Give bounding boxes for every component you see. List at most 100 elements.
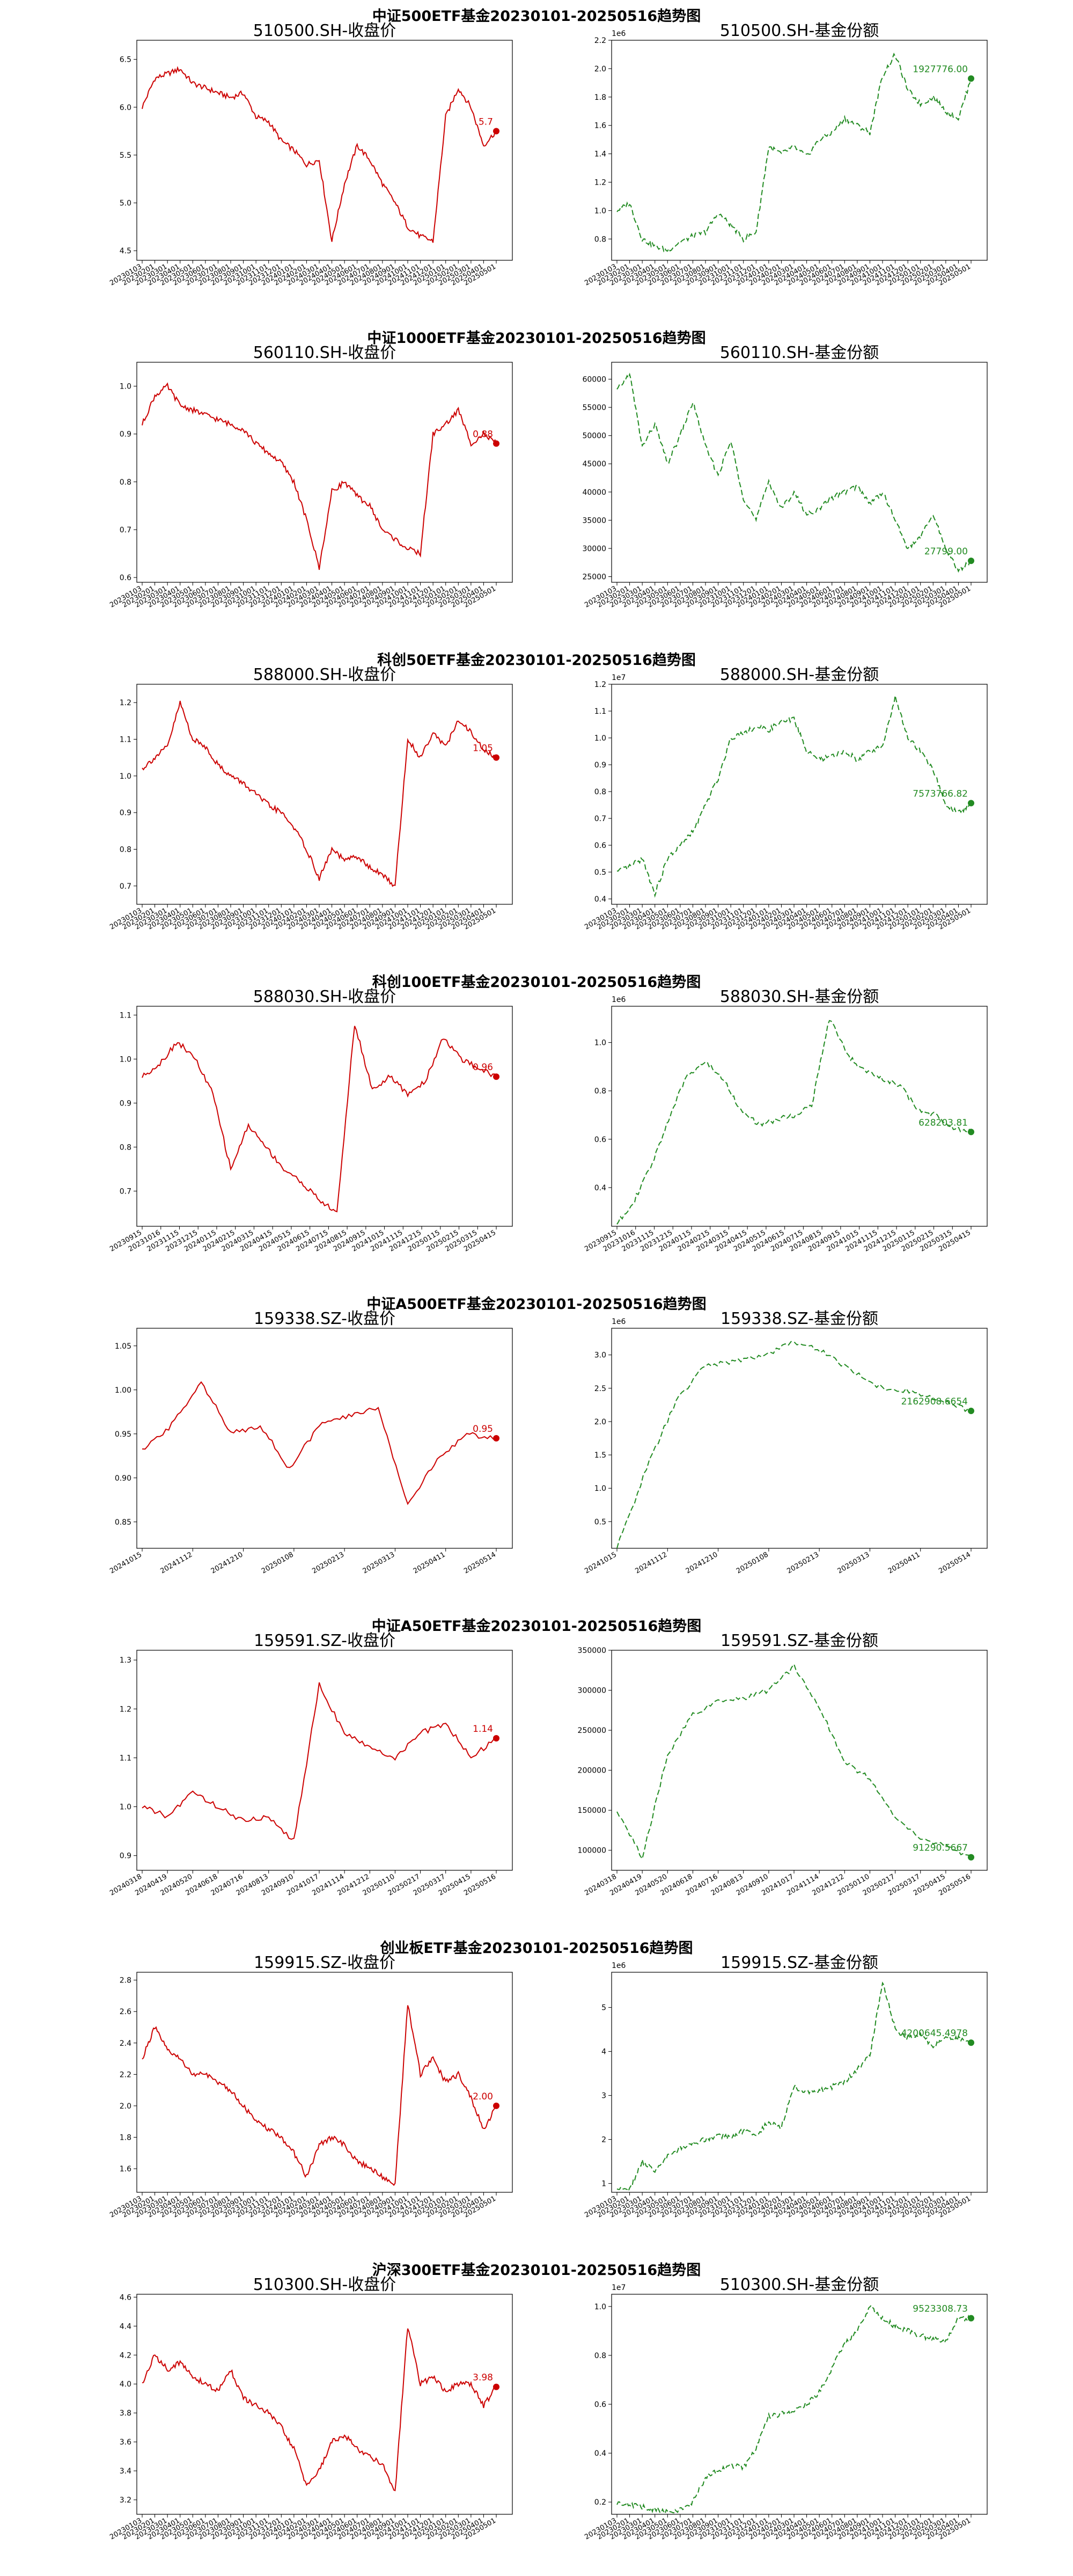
chart-title: 中证500ETF基金20230101-20250516趋势图 [372, 8, 701, 25]
right-end-label: 7573766.82 [913, 789, 968, 800]
y-tick-label: 1.0 [120, 1055, 131, 1064]
chart-block: 中证1000ETF基金20230101-20250516趋势图 560110.SH… [0, 322, 1073, 644]
y-tick-label: 1.8 [120, 2134, 131, 2142]
y-tick-label: 1.2 [120, 1705, 131, 1714]
x-tick-label: 20241015 [583, 1550, 618, 1575]
y-tick-label: 250000 [578, 1726, 606, 1735]
left-end-label: 5.7 [479, 116, 493, 127]
y-tick-label: 100000 [578, 1847, 606, 1855]
left-plot-frame [136, 362, 513, 583]
right-end-label: 4200645.4978 [901, 2028, 968, 2039]
left-end-point [493, 754, 499, 761]
y-tick-label: 0.7 [120, 1187, 131, 1196]
y-tick-label: 6.5 [120, 56, 131, 64]
y-tick-label: 45000 [582, 460, 606, 469]
y-tick-label: 1.05 [115, 1342, 131, 1351]
right-panel-title: 159915.SZ-基金份额 [721, 1953, 878, 1972]
y-tick-label: 0.4 [594, 1184, 606, 1192]
left-plot-frame [136, 1328, 513, 1549]
left-panel-title: 588030.SH-收盘价 [253, 987, 396, 1006]
right-end-point [968, 1129, 974, 1136]
left-series-line [142, 382, 497, 570]
right-axis-exponent: 1e7 [612, 674, 626, 682]
x-tick-label: 20250411 [887, 1550, 922, 1575]
left-series-line [142, 1682, 497, 1840]
y-tick-label: 350000 [578, 1646, 606, 1655]
y-tick-label: 1.2 [594, 680, 606, 689]
y-tick-label: 0.7 [594, 815, 606, 823]
y-tick-label: 0.8 [120, 478, 131, 487]
y-tick-label: 1.1 [120, 736, 131, 744]
y-tick-label: 4.5 [120, 247, 131, 255]
right-end-label: 2162908.6654 [901, 1396, 968, 1407]
y-tick-label: 0.8 [120, 1143, 131, 1152]
y-tick-label: 150000 [578, 1806, 606, 1815]
left-end-point [493, 2383, 499, 2390]
y-tick-label: 1 [601, 2180, 606, 2189]
left-plot-frame [136, 1650, 513, 1871]
right-end-point [968, 2039, 974, 2046]
right-axis-exponent: 1e7 [612, 2284, 626, 2292]
left-panel-title: 159915.SZ-收盘价 [254, 1953, 395, 1972]
left-end-label: 2.00 [473, 2091, 493, 2102]
y-tick-label: 2 [601, 2136, 606, 2145]
y-tick-label: 3.6 [120, 2438, 131, 2447]
y-tick-label: 1.0 [594, 2303, 606, 2311]
y-tick-label: 4.0 [120, 2380, 131, 2389]
right-end-label: 9523308.73 [913, 2304, 968, 2315]
chart-svg: 159591.SZ-收盘价0.91.01.11.21.3202403182024… [108, 1631, 988, 1898]
x-tick-label: 20241210 [685, 1550, 719, 1575]
left-panel-title: 510300.SH-收盘价 [253, 2275, 396, 2294]
chart-title: 沪深300ETF基金20230101-20250516趋势图 [372, 2262, 701, 2279]
y-tick-label: 0.6 [120, 574, 131, 582]
right-plot-frame [611, 1650, 988, 1871]
right-end-label: 91290.5667 [913, 1843, 968, 1854]
right-plot-frame [611, 40, 988, 261]
y-tick-label: 1.0 [594, 1039, 606, 1048]
y-tick-label: 1.0 [594, 734, 606, 743]
y-tick-label: 6.0 [120, 104, 131, 112]
left-panel-title: 588000.SH-收盘价 [253, 665, 396, 684]
chart-title: 创业板ETF基金20230101-20250516趋势图 [380, 1940, 693, 1957]
right-plot-frame [611, 362, 988, 583]
chart-title: 中证A500ETF基金20230101-20250516趋势图 [366, 1296, 707, 1313]
chart-block: 科创50ETF基金20230101-20250516趋势图 588000.SH-收… [0, 644, 1073, 966]
left-end-point [493, 1435, 499, 1441]
y-tick-label: 5 [601, 2004, 606, 2012]
left-end-point [493, 1073, 499, 1080]
left-plot-frame [136, 684, 513, 905]
right-axis-exponent: 1e6 [612, 30, 626, 38]
y-tick-label: 2.5 [594, 1385, 606, 1393]
y-tick-label: 1.6 [120, 2165, 131, 2174]
chart-svg: 560110.SH-收盘价0.60.70.80.91.0202301032023… [108, 343, 988, 610]
y-tick-label: 0.2 [594, 2498, 606, 2507]
y-tick-label: 1.0 [120, 1803, 131, 1812]
right-series-line [616, 695, 972, 898]
chart-block: 沪深300ETF基金20230101-20250516趋势图 510300.SH-… [0, 2254, 1073, 2576]
left-end-point [493, 128, 499, 135]
y-tick-label: 1.00 [115, 1386, 131, 1395]
y-tick-label: 1.0 [594, 207, 606, 215]
y-tick-label: 1.0 [120, 772, 131, 781]
left-end-point [493, 440, 499, 447]
x-tick-label: 20250108 [735, 1550, 770, 1575]
y-tick-label: 2.0 [120, 2102, 131, 2111]
x-tick-label: 20250514 [462, 1550, 497, 1575]
right-panel-title: 510500.SH-基金份额 [720, 21, 879, 40]
right-end-point [968, 558, 974, 565]
left-end-label: 0.95 [473, 1424, 493, 1435]
chart-svg: 159338.SZ-收盘价 0.85 0.90 0.95 1.00 1.05 2024101… [108, 1309, 988, 1576]
chart-block: 科创100ETF基金20230101-20250516趋势图 588030.SH-… [0, 966, 1073, 1288]
y-tick-label: 0.8 [594, 788, 606, 796]
y-tick-label: 0.4 [594, 895, 606, 904]
y-tick-label: 60000 [582, 376, 606, 384]
chart-block: 中证500ETF基金20230101-20250516趋势图 510500.SH-… [0, 0, 1073, 322]
y-tick-label: 30000 [582, 545, 606, 553]
right-panel-title: 560110.SH-基金份额 [720, 343, 879, 362]
x-tick-label: 20241112 [159, 1550, 194, 1575]
y-tick-label: 1.2 [594, 179, 606, 187]
chart-svg: 588000.SH-收盘价0.70.80.91.01.11.2202301032… [108, 665, 988, 932]
y-tick-label: 0.6 [594, 1136, 606, 1144]
y-tick-label: 1.5 [594, 1451, 606, 1460]
x-tick-label: 20241112 [634, 1550, 668, 1575]
